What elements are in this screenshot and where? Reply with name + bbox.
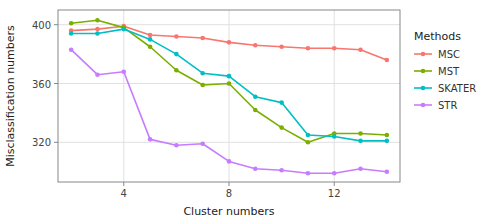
series-line (71, 29, 387, 141)
point (200, 71, 205, 76)
point (358, 131, 363, 136)
point (306, 46, 311, 51)
point (227, 74, 232, 79)
tick-label-x: 8 (226, 188, 232, 199)
point (227, 40, 232, 45)
series-line (71, 26, 387, 60)
point (69, 31, 74, 36)
point (200, 83, 205, 88)
point (174, 52, 179, 57)
point (253, 166, 258, 171)
tick-x (123, 182, 124, 186)
point (385, 133, 390, 138)
tick-y (54, 142, 58, 143)
tick-y (54, 83, 58, 84)
point (253, 43, 258, 48)
tick-label-y: 360 (32, 79, 51, 90)
legend-marker (421, 69, 426, 74)
legend-entry: MSC (438, 49, 460, 60)
tick-y (54, 24, 58, 25)
point (358, 139, 363, 144)
legend-entry: MST (438, 66, 460, 77)
point (148, 137, 153, 142)
point (200, 141, 205, 146)
y-axis-label: Misclassification numbers (4, 25, 17, 167)
point (227, 159, 232, 164)
legend-marker (421, 86, 426, 91)
point (227, 81, 232, 86)
point (332, 46, 337, 51)
point (95, 18, 100, 23)
point (358, 47, 363, 52)
point (332, 171, 337, 176)
series-line (71, 20, 387, 142)
point (148, 33, 153, 38)
point (385, 58, 390, 63)
legend: Methods MSC MST SKATER STR (414, 30, 476, 111)
point (385, 139, 390, 144)
point (279, 168, 284, 173)
grid-line-x (229, 10, 230, 182)
legend-marker (421, 103, 426, 108)
tick-label-y: 320 (32, 137, 51, 148)
legend-entry: STR (438, 100, 457, 111)
point (279, 125, 284, 130)
point (121, 27, 126, 32)
chart: 320 360 400 4 8 12 Cluster numbers Misclassific… (0, 0, 500, 223)
point (95, 31, 100, 36)
grid-line-x (334, 10, 335, 182)
point (69, 21, 74, 26)
point (95, 27, 100, 32)
legend-title: Methods (414, 30, 461, 43)
legend-marker (421, 52, 426, 57)
point (385, 169, 390, 174)
grid-line-x (123, 10, 124, 182)
point (121, 69, 126, 74)
tick-label-y: 400 (32, 20, 51, 31)
point (174, 68, 179, 73)
point (148, 37, 153, 42)
point (253, 108, 258, 113)
point (174, 143, 179, 148)
point (306, 133, 311, 138)
legend-entry: SKATER (438, 83, 476, 94)
x-axis-label: Cluster numbers (183, 205, 274, 218)
series-line (71, 50, 387, 173)
point (279, 100, 284, 105)
point (279, 44, 284, 49)
point (306, 140, 311, 145)
tick-label-x: 12 (328, 188, 341, 199)
point (95, 72, 100, 77)
point (253, 94, 258, 99)
tick-x (229, 182, 230, 186)
plot-area (69, 18, 389, 175)
point (332, 134, 337, 139)
plot-frame (58, 10, 400, 182)
tick-label-x: 4 (121, 188, 127, 199)
point (358, 166, 363, 171)
point (306, 171, 311, 176)
point (148, 44, 153, 49)
point (69, 47, 74, 52)
tick-x (334, 182, 335, 186)
point (174, 34, 179, 39)
point (200, 36, 205, 41)
